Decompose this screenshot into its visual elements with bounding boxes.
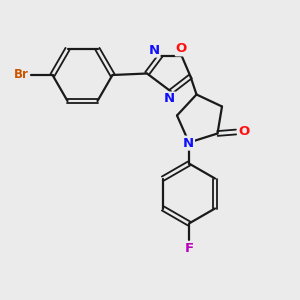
Text: N: N bbox=[183, 136, 194, 150]
Text: N: N bbox=[164, 92, 175, 106]
Text: O: O bbox=[238, 125, 249, 138]
Text: F: F bbox=[184, 242, 194, 255]
Text: N: N bbox=[148, 44, 160, 57]
Text: O: O bbox=[176, 42, 187, 56]
Text: Br: Br bbox=[14, 68, 29, 82]
